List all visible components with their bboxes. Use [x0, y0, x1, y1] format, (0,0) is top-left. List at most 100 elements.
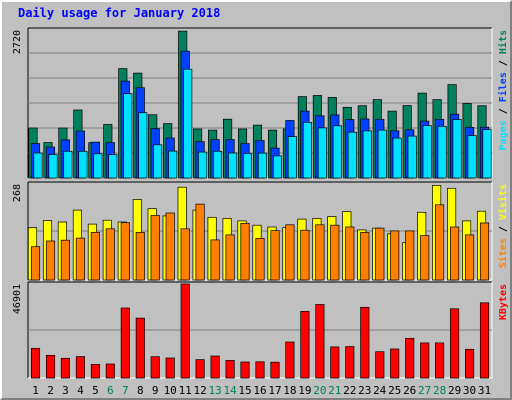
x-tick-label-day-8: 8	[137, 384, 144, 397]
x-tick-label-day-1: 1	[32, 384, 39, 397]
bar-pages-day-15	[242, 153, 253, 179]
x-tick-label-day-11: 11	[179, 384, 192, 397]
bar-kbytes-day-2	[45, 354, 56, 379]
x-tick-label-day-7: 7	[122, 384, 129, 397]
bar-pages-day-3	[63, 150, 73, 179]
legend-part: Hits	[497, 30, 509, 54]
bar-kbytes-day-15	[240, 361, 250, 379]
legend-part: /	[498, 54, 509, 72]
x-tick-label-day-31: 31	[478, 384, 491, 397]
bar-sites-day-3	[60, 239, 70, 281]
bar-pages-day-5	[93, 153, 103, 179]
bar-pages-day-4	[78, 150, 88, 179]
bar-kbytes-day-24	[375, 351, 385, 379]
bar-pages-day-31	[482, 129, 492, 179]
legend-part: Files	[497, 72, 509, 102]
bar-kbytes-day-20	[315, 304, 325, 379]
x-tick-label-day-21: 21	[328, 384, 341, 397]
bar-kbytes-day-14	[225, 360, 235, 379]
x-tick-label-day-15: 15	[238, 384, 251, 397]
bar-kbytes-day-29	[450, 308, 460, 379]
bar-sites-day-18	[285, 224, 295, 281]
bar-sites-day-15	[240, 223, 250, 281]
bar-sites-day-31	[479, 222, 490, 281]
bar-pages-day-11	[183, 68, 193, 179]
legend-hits-files-pages: Pages / Files / Hits	[497, 30, 509, 150]
bar-sites-day-2	[45, 240, 56, 281]
bar-kbytes-day-5	[90, 364, 100, 379]
bar-kbytes-day-26	[405, 337, 415, 379]
x-tick-label-day-20: 20	[313, 384, 326, 397]
bar-sites-day-5	[90, 232, 100, 281]
x-tick-label-day-17: 17	[268, 384, 281, 397]
legend-part: Sites	[497, 238, 509, 268]
chart-title: Daily usage for January 2018	[18, 6, 220, 20]
x-tick-label-day-18: 18	[283, 384, 296, 397]
bar-kbytes-day-7	[120, 307, 130, 379]
bar-pages-day-18	[287, 136, 297, 179]
bar-pages-day-12	[198, 151, 208, 179]
x-tick-label-day-23: 23	[358, 384, 371, 397]
bar-sites-day-30	[465, 234, 475, 281]
bar-kbytes-day-28	[435, 342, 445, 379]
bar-pages-day-9	[153, 144, 163, 179]
x-tick-label-day-9: 9	[152, 384, 159, 397]
x-tick-label-day-19: 19	[298, 384, 311, 397]
x-tick-label-day-29: 29	[448, 384, 461, 397]
bar-kbytes-day-13	[210, 355, 220, 379]
bar-pages-day-2	[48, 154, 58, 179]
bar-pages-day-20	[317, 127, 327, 179]
bar-pages-day-16	[257, 152, 268, 179]
x-tick-label-day-10: 10	[164, 384, 177, 397]
bar-kbytes-day-18	[285, 341, 295, 379]
bar-sites-day-9	[150, 215, 160, 281]
bar-kbytes-day-10	[165, 357, 175, 379]
x-tick-label-day-27: 27	[418, 384, 431, 397]
x-tick-label-day-14: 14	[223, 384, 237, 397]
bar-sites-day-26	[405, 230, 415, 281]
bar-pages-day-19	[302, 122, 312, 179]
bar-kbytes-day-27	[420, 342, 430, 379]
bar-kbytes-day-1	[30, 347, 41, 379]
x-tick-label-day-13: 13	[208, 384, 221, 397]
bar-pages-day-22	[347, 131, 357, 179]
y-max-label-kbytes: 46901	[12, 284, 23, 314]
legend-kbytes: KBytes	[498, 284, 509, 320]
bar-kbytes-day-9	[150, 356, 160, 379]
x-tick-label-day-16: 16	[253, 384, 266, 397]
bar-sites-day-20	[315, 224, 325, 281]
x-tick-label-day-28: 28	[433, 384, 446, 397]
bar-kbytes-day-4	[75, 356, 85, 379]
bar-kbytes-day-16	[255, 361, 265, 379]
bar-sites-day-28	[435, 204, 445, 281]
x-tick-label-day-3: 3	[62, 384, 69, 397]
bar-pages-day-29	[452, 119, 462, 179]
bar-sites-day-14	[225, 234, 235, 281]
x-tick-label-day-12: 12	[193, 384, 206, 397]
bar-pages-day-10	[168, 150, 178, 179]
bar-kbytes-day-21	[330, 346, 340, 379]
bar-sites-day-22	[345, 226, 355, 281]
x-tick-label-day-4: 4	[77, 384, 84, 397]
bar-sites-day-6	[105, 228, 115, 281]
legend-part: Visits	[497, 184, 509, 220]
bar-pages-day-14	[228, 152, 238, 179]
x-tick-label-day-6: 6	[107, 384, 114, 397]
bar-pages-day-8	[138, 112, 148, 179]
bar-pages-day-1	[33, 152, 43, 179]
bar-pages-day-26	[407, 135, 417, 179]
bar-sites-day-27	[420, 235, 430, 281]
bar-kbytes-day-3	[60, 357, 70, 379]
bar-sites-day-23	[360, 232, 370, 281]
bar-sites-day-19	[300, 229, 310, 281]
bar-sites-day-13	[210, 239, 220, 281]
bar-kbytes-day-17	[270, 361, 280, 379]
bar-pages-day-13	[213, 150, 223, 179]
bar-sites-day-21	[330, 224, 340, 281]
bar-pages-day-21	[332, 125, 342, 179]
bar-sites-day-8	[135, 232, 145, 281]
bar-pages-day-27	[422, 125, 432, 179]
bar-kbytes-day-31	[479, 302, 490, 379]
bar-sites-day-4	[75, 237, 85, 281]
